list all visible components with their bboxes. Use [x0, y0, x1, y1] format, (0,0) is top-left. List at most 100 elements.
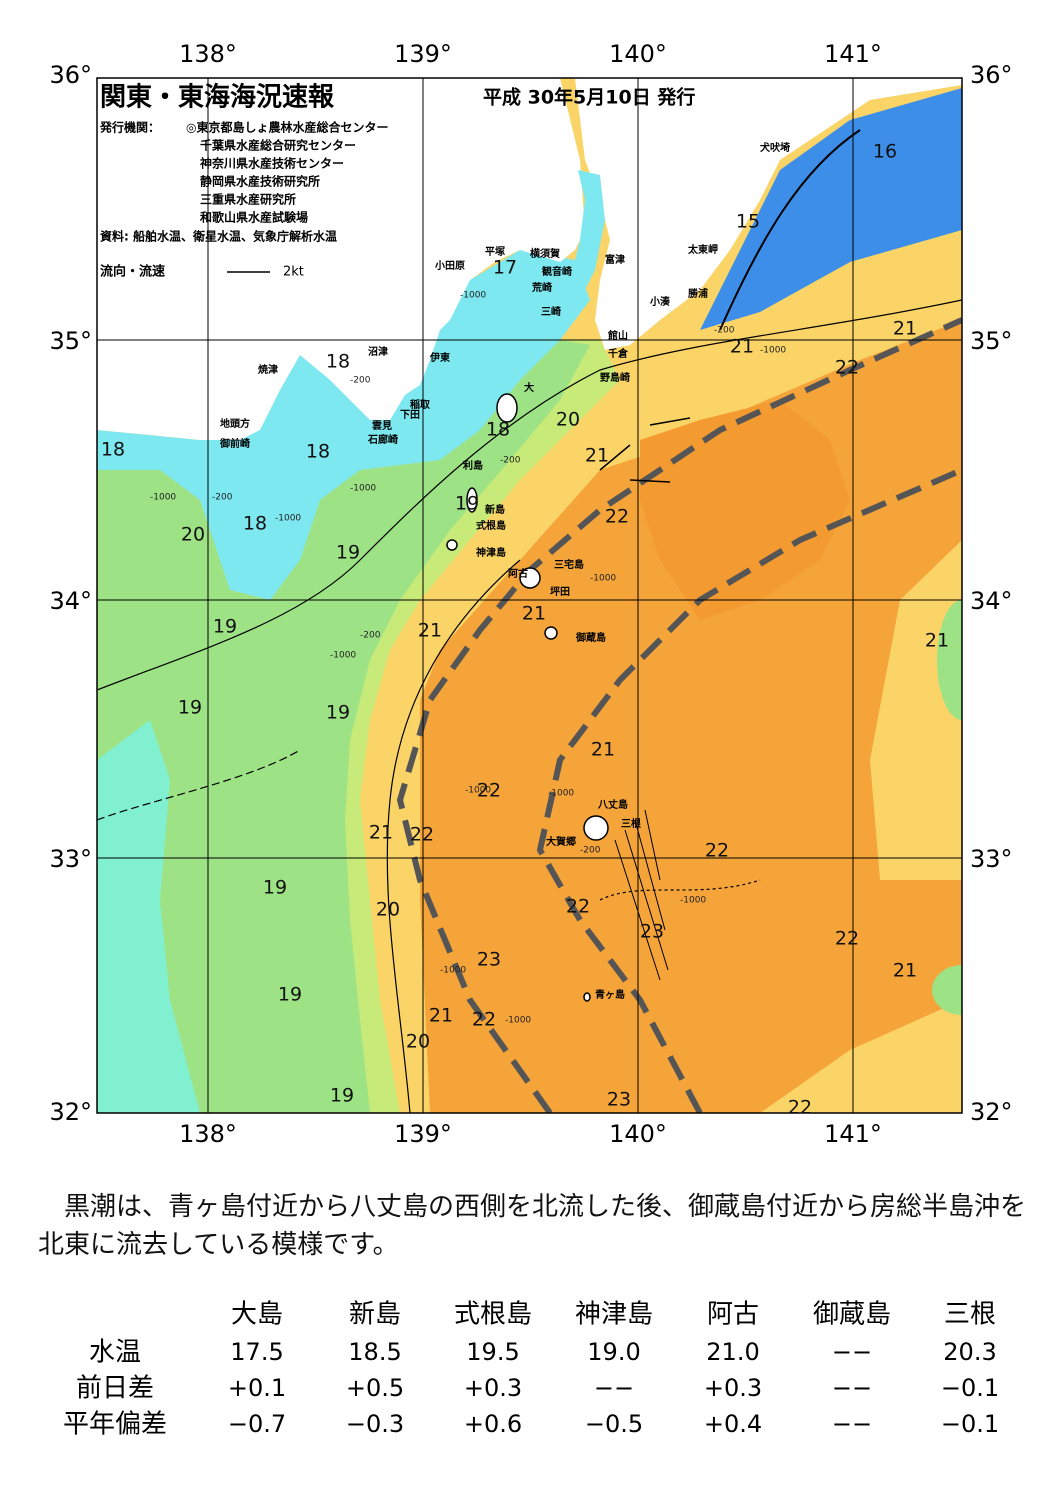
temperature-label: 21	[591, 739, 615, 761]
cell: −−	[832, 1374, 872, 1402]
place-name: 稲取	[410, 398, 431, 411]
column-header: 三根	[944, 1300, 996, 1330]
kuroshio-axis	[396, 317, 962, 1113]
publisher-label: 発行機関：	[99, 120, 160, 135]
place-name: 坪田	[550, 585, 570, 598]
place-name: 地頭方	[220, 417, 250, 430]
temperature-label: 23	[640, 921, 664, 943]
place-name: 八丈島	[597, 798, 628, 811]
lat-label: 32°	[970, 1098, 1013, 1126]
lat-label: 35°	[970, 327, 1013, 355]
depth-label: -1000	[440, 966, 466, 976]
temperature-label: 15	[736, 211, 760, 233]
place-name: 沼津	[368, 345, 388, 358]
lon-label: 140°	[609, 1120, 667, 1148]
temperature-label: 21	[585, 445, 609, 467]
temperature-label: 22	[605, 506, 629, 528]
temperature-label: 18	[326, 351, 350, 373]
column-header: 新島	[349, 1300, 401, 1330]
cool-water	[97, 340, 590, 1113]
depth-label: -200	[714, 326, 735, 336]
islands	[446, 393, 609, 1002]
cell: −−	[832, 1338, 872, 1366]
map: 関東・東海海況速報 平成 30年5月10日 発行 発行機関： 資料: 船舶水温、…	[49, 40, 1013, 1148]
temperature-label: 23	[477, 949, 501, 971]
temperature-label: 22	[835, 928, 859, 950]
cell: +0.1	[228, 1374, 286, 1402]
depth-label: -1000	[505, 1016, 531, 1026]
place-name: 平塚	[485, 245, 505, 258]
publisher: 静岡県水産技術研究所	[200, 174, 320, 189]
column-header: 式根島	[454, 1300, 532, 1330]
temperature-label: 22	[835, 357, 859, 379]
lat-label: 32°	[49, 1098, 92, 1126]
cell: 17.5	[230, 1338, 283, 1366]
lat-label: 36°	[970, 61, 1013, 89]
depth-label: -1000	[760, 346, 786, 356]
place-name: 新島	[485, 503, 505, 516]
temperature-label: 21	[429, 1005, 453, 1027]
temperature-label: 21	[730, 336, 754, 358]
temperature-label: 22	[705, 840, 729, 862]
column-header: 御蔵島	[813, 1300, 891, 1330]
land	[575, 78, 962, 350]
place-name: 小湊	[649, 295, 671, 308]
publisher: 千葉県水産総合研究センター	[200, 138, 356, 153]
current-arrows	[599, 417, 691, 483]
lon-label: 141°	[824, 1120, 882, 1148]
place-name: 観音崎	[542, 265, 572, 278]
depth-label: -1000	[460, 291, 486, 301]
lat-label: 34°	[970, 587, 1013, 615]
temperature-label: 19	[455, 493, 479, 515]
temperature-label: 21	[925, 630, 949, 652]
cell: −0.7	[228, 1410, 286, 1438]
frame	[96, 77, 963, 1114]
source: 資料: 船舶水温、衛星水温、気象庁解析水温	[100, 229, 337, 244]
depth-label: -1000	[548, 789, 574, 799]
lat-label: 34°	[49, 587, 92, 615]
cell: +0.4	[704, 1410, 762, 1438]
lon-label: 139°	[394, 40, 452, 68]
row-header: 平年偏差	[63, 1410, 167, 1440]
depth-label: -200	[350, 376, 371, 386]
cell: −0.5	[585, 1410, 643, 1438]
lon-label: 139°	[394, 1120, 452, 1148]
temperature-label: 20	[181, 524, 205, 546]
publisher: ◎東京都島しょ農林水産総合センター	[186, 120, 388, 135]
flow-scale: 2kt	[283, 265, 304, 280]
place-name: 太東岬	[687, 243, 718, 256]
date: 平成 30年5月10日 発行	[483, 86, 695, 109]
place-name: 雲見	[372, 420, 392, 432]
cell: 19.5	[466, 1338, 519, 1366]
temperature-label: 20	[376, 899, 400, 921]
place-name: 御蔵島	[575, 631, 606, 644]
depth-label: -200	[360, 631, 381, 641]
cell: +0.3	[704, 1374, 762, 1402]
publisher: 三重県水産研究所	[200, 192, 296, 207]
land	[97, 78, 585, 440]
publisher: 神奈川県水産技術センター	[200, 156, 344, 171]
bay-water	[97, 250, 590, 600]
tokyo-bay	[570, 170, 605, 300]
temperature-label: 22	[477, 780, 501, 802]
temperature-label: 22	[472, 1009, 496, 1031]
place-name: 横須賀	[530, 247, 560, 260]
cell: +0.5	[346, 1374, 404, 1402]
lon-label: 141°	[824, 40, 882, 68]
place-name: 荒崎	[531, 281, 552, 294]
temperature-label: 19	[263, 877, 287, 899]
temperature-label: 16	[873, 141, 897, 163]
cell: 19.0	[587, 1338, 640, 1366]
temperature-label: 19	[330, 1085, 354, 1107]
place-name: 館山	[607, 329, 628, 342]
cell: +0.6	[464, 1410, 522, 1438]
temperature-label: 18	[486, 419, 510, 441]
column-header: 阿古	[707, 1300, 759, 1330]
map-body	[97, 78, 962, 1113]
temperature-label: 22	[788, 1097, 812, 1119]
depth-label: -1000	[350, 484, 376, 494]
temperature-label: 21	[522, 603, 546, 625]
temperature-label: 20	[406, 1031, 430, 1053]
temperature-label: 18	[306, 441, 330, 463]
